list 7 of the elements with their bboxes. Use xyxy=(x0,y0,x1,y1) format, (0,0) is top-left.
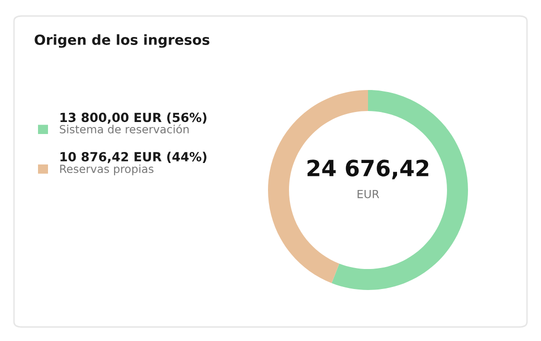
legend-label: Reservas propias xyxy=(60,164,154,176)
text: EUR xyxy=(358,190,380,198)
data-label: 13 800,00 EUR (56%) xyxy=(60,112,206,124)
data-label: 10 876,42 EUR (44%) xyxy=(60,152,206,164)
text: 24 676,42 xyxy=(308,160,428,180)
chart-title: Origen de los ingresos xyxy=(34,34,210,48)
legend-label: Sistema de reservación xyxy=(60,124,189,134)
